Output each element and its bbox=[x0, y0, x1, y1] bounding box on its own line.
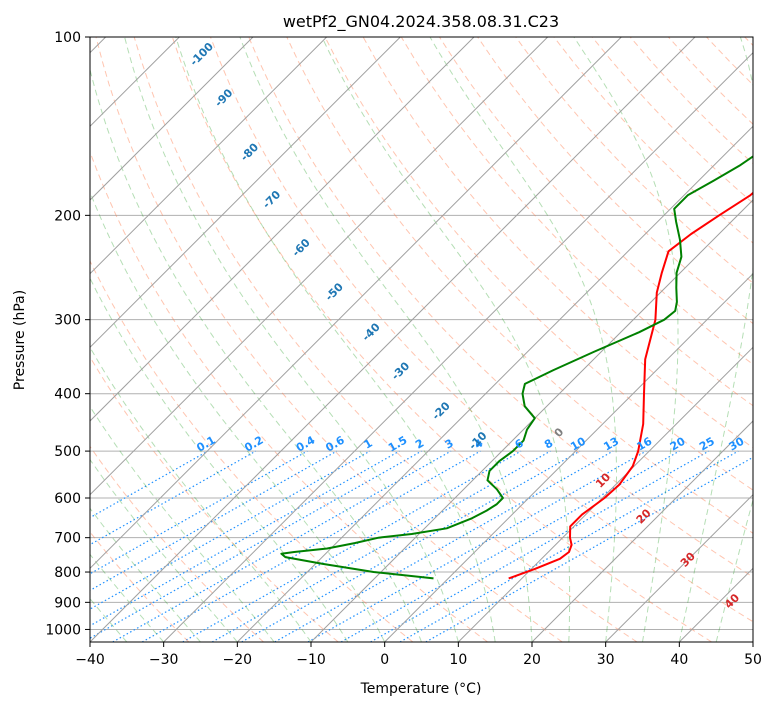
x-tick-label: 20 bbox=[523, 652, 541, 668]
dry-adiabat-line bbox=[90, 356, 339, 642]
y-tick-label: 500 bbox=[54, 444, 81, 460]
y-tick-label: 100 bbox=[54, 30, 81, 46]
isotherms bbox=[90, 37, 753, 642]
isotherm-line bbox=[90, 37, 696, 642]
mixing-ratio-line bbox=[340, 450, 680, 642]
moist-adiabat-line bbox=[175, 37, 496, 642]
dry-adiabats bbox=[90, 37, 753, 642]
y-axis-label: Pressure (hPa) bbox=[12, 290, 28, 390]
line-labels: 0.1 0.2 0.4 0.6 1 1.5 2 3 4 6 8 10 13 16 20 25 30 3601020… bbox=[187, 40, 772, 612]
moist-adiabat-line bbox=[90, 277, 349, 642]
dry-adiabat-line bbox=[90, 259, 414, 642]
isotherm-line bbox=[752, 641, 753, 642]
x-tick-label: 10 bbox=[449, 652, 467, 668]
moist-adiabat-line bbox=[678, 37, 753, 642]
isotherm-line bbox=[605, 493, 753, 642]
mixing-ratio-lines bbox=[90, 450, 753, 642]
isotherm-line bbox=[90, 37, 622, 570]
mixing-ratio-line bbox=[399, 450, 739, 642]
dry-adiabat-line bbox=[133, 37, 638, 642]
dry-adiabat-line bbox=[90, 445, 264, 642]
mixing-ratio-line bbox=[112, 450, 452, 642]
mixing-ratio-line bbox=[182, 450, 522, 642]
plot-frame bbox=[89, 36, 754, 643]
mixing-ratio-label: 36 bbox=[752, 434, 772, 453]
x-tick-label: −20 bbox=[223, 652, 253, 668]
moist-adiabat-line bbox=[90, 553, 165, 642]
isotherm-line bbox=[310, 199, 753, 642]
y-tick-label: 400 bbox=[54, 387, 81, 403]
x-tick-label: 50 bbox=[744, 652, 762, 668]
axes: −40 −30 −20 −10 0 10 20 30 40 50 100 200 300 400 500 60… bbox=[45, 30, 762, 668]
isotherm-line bbox=[90, 37, 475, 422]
isotherm-line bbox=[163, 51, 753, 642]
y-tick-label: 200 bbox=[54, 208, 81, 224]
isotherm-line bbox=[531, 420, 753, 642]
mixing-ratio-line bbox=[90, 450, 400, 627]
y-tick-label: 300 bbox=[54, 313, 81, 329]
y-tick-label: 1000 bbox=[45, 622, 81, 638]
y-tick-label: 900 bbox=[54, 595, 81, 611]
temperature-profile-line bbox=[508, 191, 753, 580]
dry-adiabat-line bbox=[286, 37, 753, 534]
isotherm-line bbox=[90, 37, 254, 201]
moist-adiabat-line bbox=[239, 37, 533, 642]
x-tick-label: 30 bbox=[597, 652, 615, 668]
plot-background bbox=[90, 37, 753, 642]
profile-lines bbox=[280, 155, 753, 580]
x-tick-label: −40 bbox=[75, 652, 105, 668]
moist-adiabat-line bbox=[124, 37, 459, 642]
dry-adiabat-line bbox=[95, 37, 563, 642]
x-tick-label: −10 bbox=[296, 652, 326, 668]
moist-adiabat-line bbox=[90, 458, 238, 642]
mixing-ratio-line bbox=[307, 450, 647, 642]
dry-adiabat-line bbox=[210, 37, 753, 623]
moist-adiabat-line bbox=[90, 507, 201, 642]
dry-adiabat-line bbox=[324, 37, 753, 491]
moist-adiabat-line bbox=[321, 37, 571, 642]
x-tick-label: −30 bbox=[149, 652, 179, 668]
y-tick-label: 700 bbox=[54, 531, 81, 547]
x-tick-label: 40 bbox=[670, 652, 688, 668]
dry-adiabat-line bbox=[171, 37, 712, 642]
mixing-ratio-line bbox=[370, 450, 710, 642]
mixing-ratio-line bbox=[241, 450, 581, 642]
mixing-ratio-line bbox=[90, 450, 422, 639]
isotherm-line bbox=[384, 272, 753, 642]
isotherm-line bbox=[90, 37, 549, 496]
mixing-ratio-line bbox=[425, 456, 753, 642]
moist-adiabat-line bbox=[715, 498, 753, 642]
mixing-ratio-line bbox=[274, 450, 614, 642]
isotherm-line bbox=[90, 37, 401, 349]
x-tick-label: 0 bbox=[380, 652, 389, 668]
isotherm-line bbox=[236, 125, 753, 642]
mixing-ratio-line bbox=[141, 450, 481, 642]
moist-adiabat-line bbox=[90, 405, 275, 642]
moist-adiabat-line bbox=[90, 67, 422, 642]
y-tick-label: 800 bbox=[54, 565, 81, 581]
y-tick-label: 600 bbox=[54, 491, 81, 507]
dry-adiabat-line bbox=[515, 37, 753, 284]
moist-adiabat-line bbox=[90, 190, 386, 642]
isotherm-line bbox=[90, 37, 328, 275]
isotherm-line bbox=[457, 346, 753, 642]
chart-title: wetPf2_GN04.2024.358.08.31.C23 bbox=[283, 12, 559, 32]
x-axis-label: Temperature (°C) bbox=[360, 681, 482, 697]
moist-adiabat-line bbox=[90, 597, 128, 642]
dry-adiabat-line bbox=[248, 37, 753, 578]
dewpoint-profile-line bbox=[280, 155, 753, 580]
